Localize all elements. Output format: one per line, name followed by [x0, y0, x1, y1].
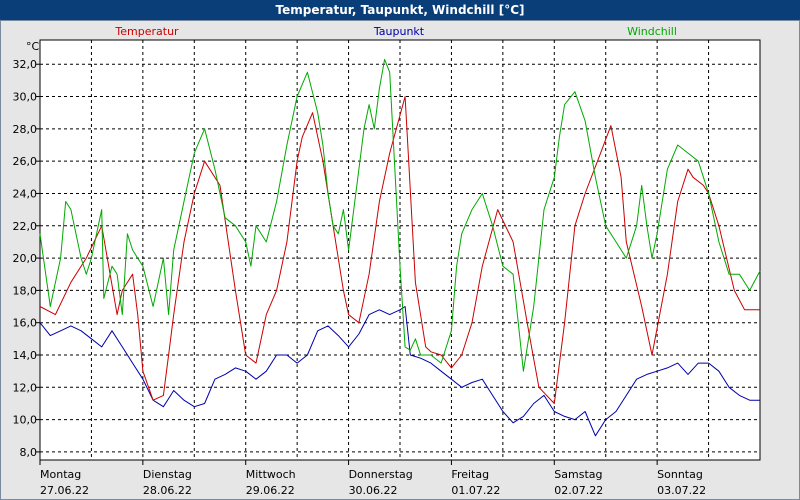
x-tick-date: 30.06.22 [349, 484, 398, 497]
legend-taupunkt: Taupunkt [373, 25, 425, 38]
legend-temperatur: Temperatur [114, 25, 179, 38]
x-tick-date: 28.06.22 [143, 484, 192, 497]
y-tick-label: 22,0 [13, 220, 38, 233]
x-tick-date: 03.07.22 [657, 484, 706, 497]
legend-windchill: Windchill [627, 25, 677, 38]
x-tick-date: 27.06.22 [40, 484, 89, 497]
series-line-windchill [39, 58, 761, 372]
y-tick-label: 28,0 [13, 123, 38, 136]
y-tick-label: 32,0 [13, 58, 38, 71]
y-axis-unit: °C [26, 40, 40, 53]
gridlines [40, 40, 760, 460]
y-tick-label: 12,0 [13, 381, 38, 394]
x-tick-day: Dienstag [143, 468, 192, 481]
y-tick-label: 10,0 [13, 414, 38, 427]
x-tick-day: Freitag [451, 468, 489, 481]
x-tick-day: Mittwoch [246, 468, 296, 481]
y-tick-label: 14,0 [13, 349, 38, 362]
y-tick-label: 24,0 [13, 187, 38, 200]
x-tick-date: 01.07.22 [451, 484, 500, 497]
x-tick-date: 02.07.22 [554, 484, 603, 497]
x-tick-day: Donnerstag [349, 468, 413, 481]
y-tick-label: 16,0 [13, 317, 38, 330]
window-title: Temperatur, Taupunkt, Windchill [°C] [0, 0, 800, 20]
y-tick-label: 30,0 [13, 91, 38, 104]
y-tick-label: 20,0 [13, 252, 38, 265]
x-tick-day: Montag [40, 468, 81, 481]
y-tick-label: 26,0 [13, 155, 38, 168]
y-tick-label: 8,0 [20, 446, 38, 459]
x-tick-date: 29.06.22 [246, 484, 295, 497]
x-tick-day: Sonntag [657, 468, 703, 481]
series-line-taupunkt [39, 306, 760, 437]
y-tick-label: 18,0 [13, 284, 38, 297]
x-axis-ticks: Montag 27.06.22 Dienstag 28.06.22 Mittwoch 29… [39, 460, 706, 497]
y-axis-ticks: 8,0 10,0 12,0 14,0 16,0 18,0 20,0 22,0 24,0 26,0 2… [13, 58, 40, 459]
series-group [39, 58, 761, 437]
x-tick-day: Samstag [554, 468, 602, 481]
series-line-temperatur [39, 96, 760, 404]
